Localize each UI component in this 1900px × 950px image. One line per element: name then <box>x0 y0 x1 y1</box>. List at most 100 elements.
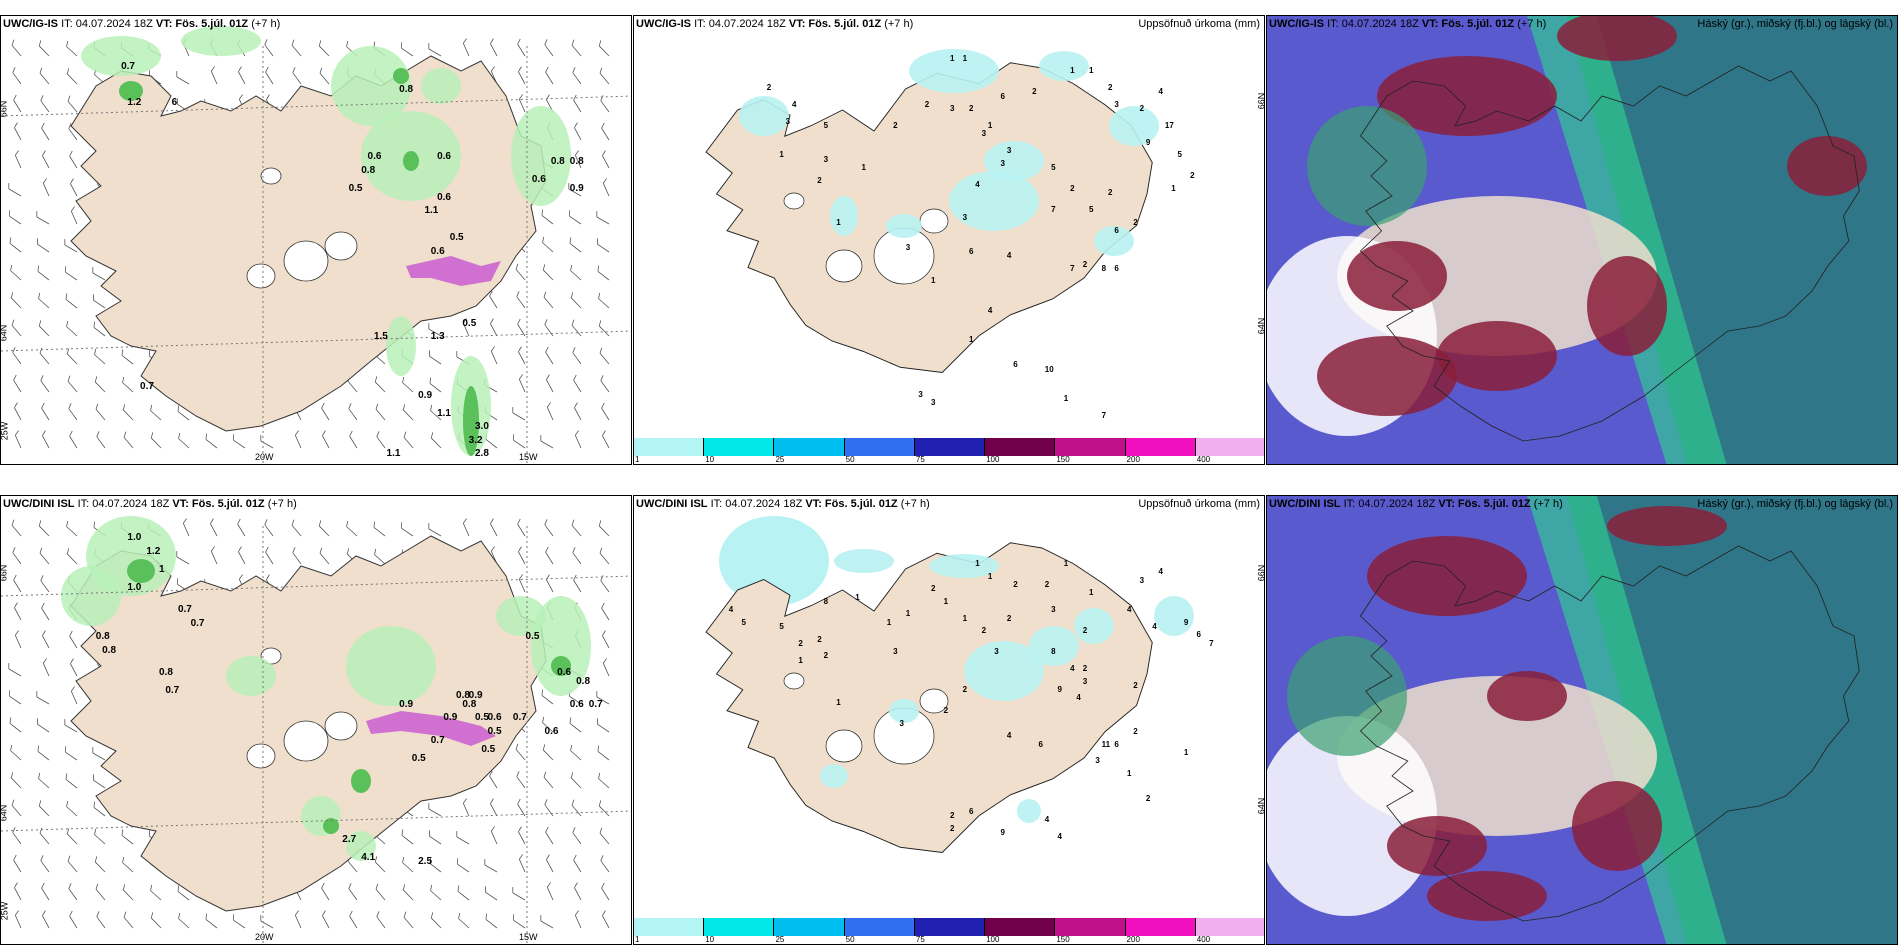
colorbar-segment <box>844 918 915 936</box>
graticule-line <box>1 575 631 597</box>
precip-value-label: 6 <box>968 806 974 816</box>
precip-value-label: 0.8 <box>361 164 376 176</box>
precip-value-label: 0.8 <box>95 631 110 642</box>
wind-barb <box>402 404 414 421</box>
precip-value-label: 0.5 <box>487 725 502 737</box>
precip-value-label: 0.7 <box>512 712 527 723</box>
precip-value-label: 0.9 <box>418 389 433 401</box>
wind-barb <box>122 404 134 421</box>
wind-barb <box>38 292 50 309</box>
precip-value-label: 3.2 <box>468 434 483 446</box>
colorbar-tick-label: 100 <box>986 455 1000 464</box>
panel-title: UWC/DINI ISL IT: 04.07.2024 18Z VT: Fös.… <box>1269 498 1563 510</box>
precip-value-label: 3.0 <box>475 421 489 432</box>
precip-value-label: 6 <box>1114 739 1119 749</box>
precip-value-label: 3 <box>950 104 955 114</box>
precip-value-label: 6 <box>1000 91 1005 101</box>
wind-barb <box>573 854 582 873</box>
wind-barb <box>456 831 470 845</box>
high-cloud-area <box>1557 16 1677 61</box>
precip-area <box>1039 51 1089 81</box>
wind-barb <box>13 94 22 113</box>
wind-barb <box>570 264 582 281</box>
wind-barb <box>602 658 610 677</box>
precip-value-label: 2 <box>1044 580 1050 589</box>
wind-barb <box>38 40 50 57</box>
wind-barb <box>598 40 610 57</box>
wind-barb <box>515 263 526 281</box>
wind-barb <box>574 402 582 421</box>
precip-value-label: 1 <box>987 571 993 581</box>
wind-barb <box>462 318 470 337</box>
precip-value-label: 3 <box>905 242 911 252</box>
high-cloud-area <box>1317 336 1457 416</box>
wind-barb <box>376 911 386 929</box>
precip-value-label: 3 <box>994 647 999 657</box>
wind-barb <box>176 551 190 565</box>
wind-barb <box>69 150 78 169</box>
precip-value-label: 8 <box>823 596 829 606</box>
wind-barb <box>518 854 526 873</box>
precip-value-label: 2 <box>1070 184 1075 193</box>
colorbar-segment <box>704 918 775 936</box>
wind-barb <box>40 95 50 113</box>
wind-barb <box>291 519 302 537</box>
wind-barb <box>403 431 414 449</box>
colorbar-segment <box>1195 438 1264 456</box>
wind-barb <box>10 264 22 281</box>
wind-barb <box>11 319 22 337</box>
precip-value-label: 0.6 <box>544 725 559 737</box>
precip-value-label: 1 <box>950 53 955 63</box>
precip-value-label: 0.5 <box>411 752 426 764</box>
precip-area <box>1029 626 1079 666</box>
wind-barb <box>64 266 78 281</box>
colorbar-segment <box>774 438 845 456</box>
wind-barb <box>518 66 526 85</box>
glacier <box>324 231 358 261</box>
wind-barb <box>122 856 134 873</box>
precip-value-label: 4 <box>1126 605 1132 615</box>
colorbar-segment <box>985 918 1056 936</box>
wind-barb <box>68 123 78 141</box>
wind-barb <box>92 774 106 789</box>
precip-value-label: 6 <box>1114 226 1119 235</box>
precip-value-label: 3 <box>1082 676 1088 686</box>
colorbar-segment <box>914 438 986 456</box>
precip-value-label: 1 <box>855 592 860 602</box>
wind-barb <box>12 547 22 565</box>
accumulated-precip-panel-igis: UWC/IG-IS IT: 04.07.2024 18Z VT: Fös. 5.… <box>633 15 1265 465</box>
wind-barb <box>489 290 498 309</box>
wind-barb <box>484 886 498 901</box>
panel-title: UWC/DINI ISL IT: 04.07.2024 18Z VT: Fös.… <box>3 498 297 510</box>
precip-legend-title: Uppsöfnuð úrkoma (mm) <box>1138 498 1260 510</box>
precip-area <box>226 656 276 696</box>
low-cloud-area <box>1307 106 1427 226</box>
wind-barb <box>14 602 22 621</box>
precip-area <box>949 171 1039 231</box>
cloud-cover-panel-dini: UWC/DINI ISL IT: 04.07.2024 18Z VT: Fös.… <box>1266 495 1898 945</box>
glacier <box>246 263 276 289</box>
wind-barb <box>9 717 22 733</box>
precip-value-label: 0.6 <box>367 151 382 162</box>
panel-title: UWC/IG-IS IT: 04.07.2024 18Z VT: Fös. 5.… <box>636 18 914 30</box>
precip-area <box>1154 596 1194 636</box>
wind-barb <box>121 349 134 365</box>
precip-value-label: 1.1 <box>386 448 401 459</box>
precip-value-label: 3 <box>1095 756 1100 766</box>
colorbar-segment <box>1055 918 1126 936</box>
precip-value-label: 4 <box>1152 622 1157 631</box>
wind-barb <box>95 883 106 901</box>
wind-barb <box>40 375 50 393</box>
glacier <box>246 743 276 769</box>
wind-barb <box>12 827 22 845</box>
precip-value-label: 0.7 <box>430 734 445 746</box>
wind-barb <box>96 431 106 449</box>
wind-precip-panel-igis: UWC/IG-IS IT: 04.07.2024 18Z VT: Fös. 5.… <box>0 15 632 465</box>
precip-value-label: 2 <box>766 83 772 93</box>
wind-barb <box>36 718 50 733</box>
map-canvas <box>1 496 631 944</box>
wind-barb <box>597 265 610 281</box>
precip-area <box>346 626 436 706</box>
precip-value-label: 0.6 <box>569 698 584 710</box>
wind-barb <box>69 910 78 929</box>
